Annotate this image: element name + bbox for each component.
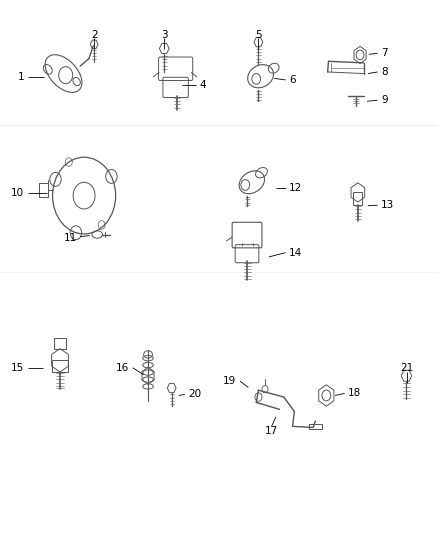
Bar — [309, 424, 322, 429]
Text: 2: 2 — [91, 30, 98, 39]
Text: 9: 9 — [381, 95, 388, 105]
Bar — [353, 192, 362, 205]
Text: 18: 18 — [348, 389, 361, 398]
Text: 7: 7 — [381, 49, 388, 58]
Bar — [54, 338, 66, 349]
Text: 8: 8 — [381, 67, 388, 77]
Text: 19: 19 — [223, 376, 237, 386]
Bar — [39, 183, 48, 197]
Text: 15: 15 — [11, 363, 24, 373]
Text: 10: 10 — [11, 188, 24, 198]
Text: 11: 11 — [64, 233, 77, 243]
Text: 14: 14 — [289, 248, 302, 257]
Text: 20: 20 — [188, 390, 201, 399]
Text: 1: 1 — [18, 72, 24, 82]
Text: 5: 5 — [255, 30, 262, 39]
Text: 6: 6 — [289, 75, 296, 85]
Text: 16: 16 — [116, 363, 129, 373]
Text: 3: 3 — [161, 30, 168, 39]
Bar — [52, 360, 68, 372]
Text: 17: 17 — [265, 426, 278, 435]
Text: 12: 12 — [289, 183, 302, 193]
Text: 4: 4 — [199, 80, 206, 90]
Text: 13: 13 — [381, 200, 394, 210]
Text: 21: 21 — [401, 363, 414, 373]
